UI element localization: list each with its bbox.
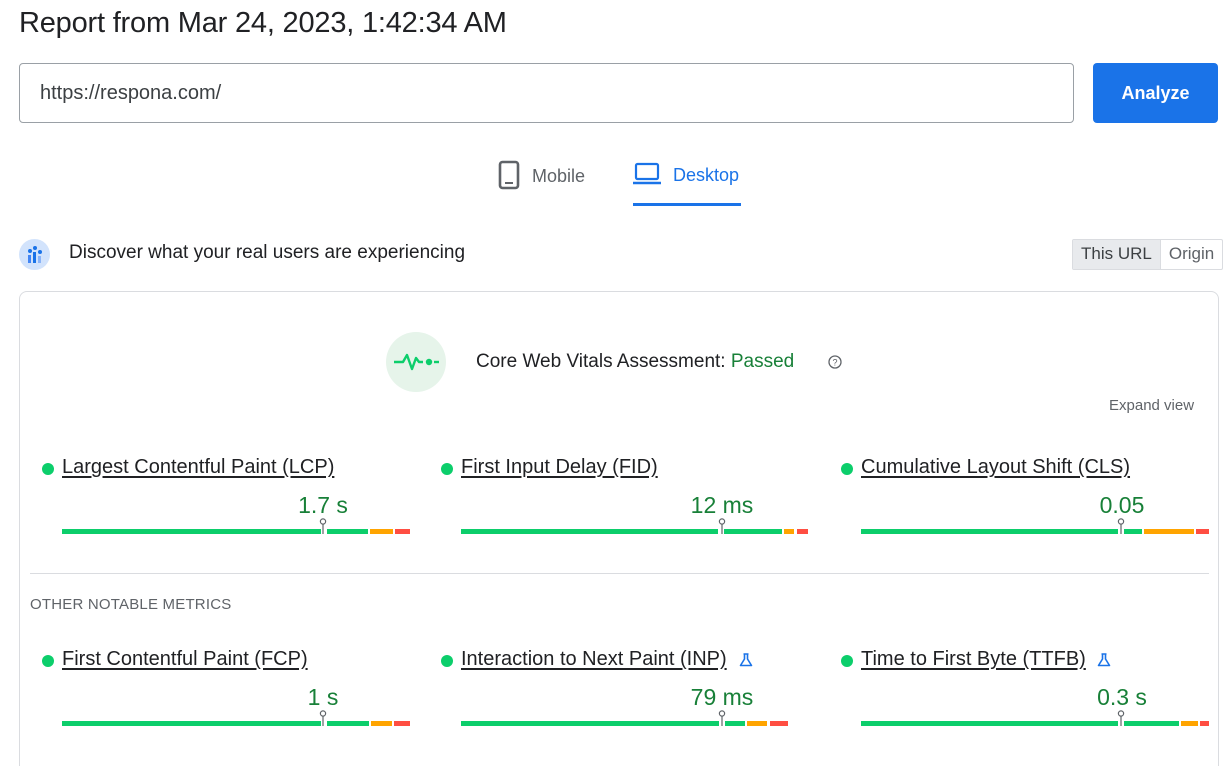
cwv-assessment: Core Web Vitals Assessment: Passed (476, 351, 794, 373)
experimental-flask-icon (1096, 652, 1112, 668)
good-status-dot (42, 655, 54, 667)
bar-poor (1196, 529, 1209, 534)
metric-fid: First Input Delay (FID) 12 ms (441, 456, 808, 546)
metric-name[interactable]: Time to First Byte (TTFB) (861, 648, 1086, 670)
bar-good (1124, 721, 1179, 726)
metric-value: 12 ms (690, 492, 754, 518)
metric-name[interactable]: Interaction to Next Paint (INP) (461, 648, 727, 670)
bar-good (62, 529, 321, 534)
percentile-marker-icon (718, 518, 726, 534)
vitals-pulse-icon (386, 332, 446, 392)
cwv-assessment-label: Core Web Vitals Assessment: (476, 351, 726, 372)
url-input[interactable] (19, 63, 1074, 123)
good-status-dot (42, 463, 54, 475)
bar-needs-improvement (1144, 529, 1194, 534)
bar-good (327, 529, 368, 534)
cwv-status: Passed (730, 351, 795, 372)
bar-good (861, 529, 1118, 534)
metric-value: 1 s (307, 684, 339, 710)
bar-good (327, 721, 369, 726)
bar-needs-improvement (1181, 721, 1198, 726)
bar-poor (770, 721, 788, 726)
smartphone-icon (498, 160, 520, 195)
bar-good (461, 721, 719, 726)
metric-cls: Cumulative Layout Shift (CLS) 0.05 (841, 456, 1209, 546)
bar-poor (394, 721, 410, 726)
percentile-marker-icon (1117, 518, 1125, 534)
good-status-dot (841, 463, 853, 475)
metric-lcp: Largest Contentful Paint (LCP) 1.7 s (42, 456, 410, 546)
metric-value: 79 ms (690, 684, 754, 710)
tab-desktop[interactable]: Desktop (633, 160, 741, 206)
metric-name[interactable]: Largest Contentful Paint (LCP) (62, 456, 335, 478)
expand-view-link[interactable]: Expand view (1109, 397, 1195, 414)
help-icon[interactable]: ? (828, 355, 842, 369)
bar-poor (1200, 721, 1209, 726)
bar-needs-improvement (370, 529, 393, 534)
good-status-dot (441, 655, 453, 667)
bar-needs-improvement (371, 721, 392, 726)
metric-name[interactable]: First Contentful Paint (FCP) (62, 648, 308, 670)
divider (30, 573, 1209, 574)
good-status-dot (441, 463, 453, 475)
metric-ttfb: Time to First Byte (TTFB) 0.3 s (841, 648, 1209, 738)
metric-name[interactable]: Cumulative Layout Shift (CLS) (861, 456, 1131, 478)
tab-mobile-label: Mobile (532, 166, 586, 186)
percentile-marker-icon (319, 710, 327, 726)
bar-good (725, 721, 745, 726)
users-data-icon (19, 239, 50, 270)
percentile-marker-icon (1117, 710, 1125, 726)
percentile-marker-icon (718, 710, 726, 726)
bar-good (724, 529, 782, 534)
metric-inp: Interaction to Next Paint (INP) 79 ms (441, 648, 801, 738)
bar-needs-improvement (747, 721, 767, 726)
url-origin-toggle: This URL Origin (1072, 239, 1224, 270)
analyze-button[interactable]: Analyze (1093, 63, 1218, 123)
field-data-heading: Discover what your real users are experi… (69, 242, 466, 263)
field-data-card: Core Web Vitals Assessment: Passed ? Exp… (19, 291, 1219, 766)
bar-poor (395, 529, 410, 534)
svg-text:?: ? (832, 358, 837, 368)
metric-fcp: First Contentful Paint (FCP) 1 s (42, 648, 410, 738)
metric-value: 1.7 s (298, 492, 348, 518)
bar-needs-improvement (784, 529, 794, 534)
other-metrics-heading: OTHER NOTABLE METRICS (30, 596, 232, 613)
percentile-marker-icon (319, 518, 327, 534)
good-status-dot (841, 655, 853, 667)
page-title: Report from Mar 24, 2023, 1:42:34 AM (19, 7, 507, 39)
bar-poor (797, 529, 808, 534)
tab-mobile[interactable]: Mobile (498, 160, 585, 206)
experimental-flask-icon (738, 652, 754, 668)
tab-desktop-label: Desktop (673, 165, 740, 185)
bar-good (62, 721, 321, 726)
metric-value: 0.3 s (1097, 684, 1147, 710)
origin-toggle[interactable]: Origin (1168, 244, 1215, 263)
metric-value: 0.05 (1099, 492, 1145, 518)
bar-good (861, 721, 1118, 726)
metric-name[interactable]: First Input Delay (FID) (461, 456, 658, 478)
this-url-toggle[interactable]: This URL (1073, 240, 1161, 269)
bar-good (461, 529, 718, 534)
laptop-icon (633, 160, 661, 191)
bar-good (1124, 529, 1142, 534)
